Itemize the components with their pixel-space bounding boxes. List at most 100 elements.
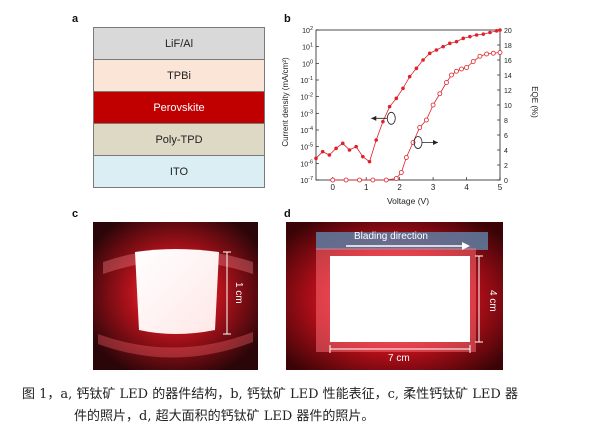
large-area-led-photo: Blading direction 4 cm 7 cm [286,222,503,370]
y-right-tick-label: 18 [504,43,512,50]
x-tick-label: 1 [364,183,369,192]
current-density-point [347,148,352,152]
current-density-point [474,33,479,37]
eqe-point [470,59,476,64]
y-left-tick-label: 102 [302,26,313,35]
y-right-tick-label: 6 [504,133,508,140]
eqe-point [330,177,336,183]
panel-a-label: a [72,13,79,25]
panel-d-label: d [284,208,291,220]
blading-direction-label: Blading direction [354,231,428,242]
current-density-point [498,28,502,32]
y-left-tick-label: 100 [302,59,313,68]
current-density-point [320,149,325,154]
eqe-point [484,51,490,57]
scale-label-7cm: 7 cm [388,353,410,364]
eqe-point [444,80,449,85]
current-density-point [381,119,385,124]
current-density-point [354,144,358,149]
current-density-point [481,32,486,36]
current-density-point [421,58,425,62]
left-axis-arrowhead [371,115,377,121]
current-density-point [494,29,499,33]
current-density-point [434,48,439,52]
eqe-point [430,102,436,108]
y-left-tick-label: 10-7 [300,176,313,185]
y-right-tick-label: 16 [504,58,512,65]
layer-poly-tpd: Poly-TPD [93,123,265,156]
x-axis-label: Voltage (V) [387,196,429,206]
layer-perovskite: Perovskite [93,91,265,124]
eqe-point [357,177,362,183]
layer-ito: ITO [93,155,265,188]
y-left-tick-label: 10-5 [300,143,313,152]
y-right-tick-label: 2 [504,163,508,170]
current-density-point [374,138,379,142]
current-density-point [394,96,399,101]
current-density-point [361,154,365,159]
y-left-tick-label: 10-4 [300,126,313,135]
caption-line-1: 图 1，a, 钙钛矿 LED 的器件结构，b, 钙钛矿 LED 性能表征，c, … [22,387,518,402]
y-left-tick-label: 10-2 [300,93,313,102]
eqe-point [343,177,349,183]
eqe-point [403,155,409,160]
current-density-point [448,41,452,46]
eqe-point [464,65,469,70]
eqe-point [398,170,404,175]
left-axis-indicator [386,111,396,125]
current-density-point [468,34,472,39]
y-right-tick-label: 4 [504,148,508,155]
y-left-tick-label: 101 [302,43,313,52]
current-density-point [407,74,412,79]
eqe-point [423,117,429,123]
y-right-tick-label: 8 [504,118,508,125]
panel-c-label: c [72,208,79,220]
y-right-tick-label: 20 [504,28,512,35]
current-density-point [401,86,405,91]
eqe-point [477,53,483,59]
current-density-point [327,153,332,157]
current-density-point [488,30,492,35]
current-density-point [334,146,338,151]
current-density-point [387,104,392,109]
eqe-point [393,176,399,181]
eqe-point [449,72,454,78]
caption-line-2: 件的照片，d, 超大面积的钙钛矿 LED 器件的照片。 [74,409,375,424]
current-density-point [314,156,318,161]
eqe-point [459,66,464,72]
eqe-point [454,68,459,74]
current-density-point [461,36,466,41]
y-right-tick-label: 14 [504,73,512,80]
current-density-point [441,44,445,49]
eqe-point [417,125,423,130]
y-left-tick-label: 10-6 [300,159,313,168]
scale-label-4cm: 4 cm [487,290,498,312]
eqe-point [383,177,389,183]
jv-eqe-chart: 0 1 2 3 4 510-710-610-510-410-310-210-1100101… [281,26,539,206]
x-tick-label: 4 [464,183,469,192]
current-density-point [414,66,419,71]
eqe-point [490,50,496,56]
current-density-point [454,39,459,44]
figure-caption: 图 1，a, 钙钛矿 LED 的器件结构，b, 钙钛矿 LED 性能表征，c, … [22,384,592,428]
eqe-point [497,50,503,55]
x-tick-label: 5 [498,183,503,192]
x-tick-label: 0 [331,183,336,192]
current-density-point [340,141,345,146]
eqe-line [332,52,501,181]
scale-label-1cm: 1 cm [233,282,244,304]
y-right-tick-label: 0 [504,178,508,185]
eqe-point [437,91,443,97]
layer-lif-al: LiF/Al [93,27,265,60]
y-left-tick-label: 10-3 [300,109,313,118]
flexible-led-photo: 1 cm [93,222,258,370]
y-right-tick-label: 12 [504,88,512,95]
x-tick-label: 2 [397,183,402,192]
y-left-tick-label: 10-1 [300,76,313,85]
y-right-tick-label: 10 [504,103,512,110]
y-axis-left-label: Current density (mA/cm²) [281,57,290,147]
panel-b-label: b [284,13,291,25]
eqe-point [370,177,376,183]
x-tick-label: 3 [431,183,436,192]
current-density-point [367,159,372,164]
